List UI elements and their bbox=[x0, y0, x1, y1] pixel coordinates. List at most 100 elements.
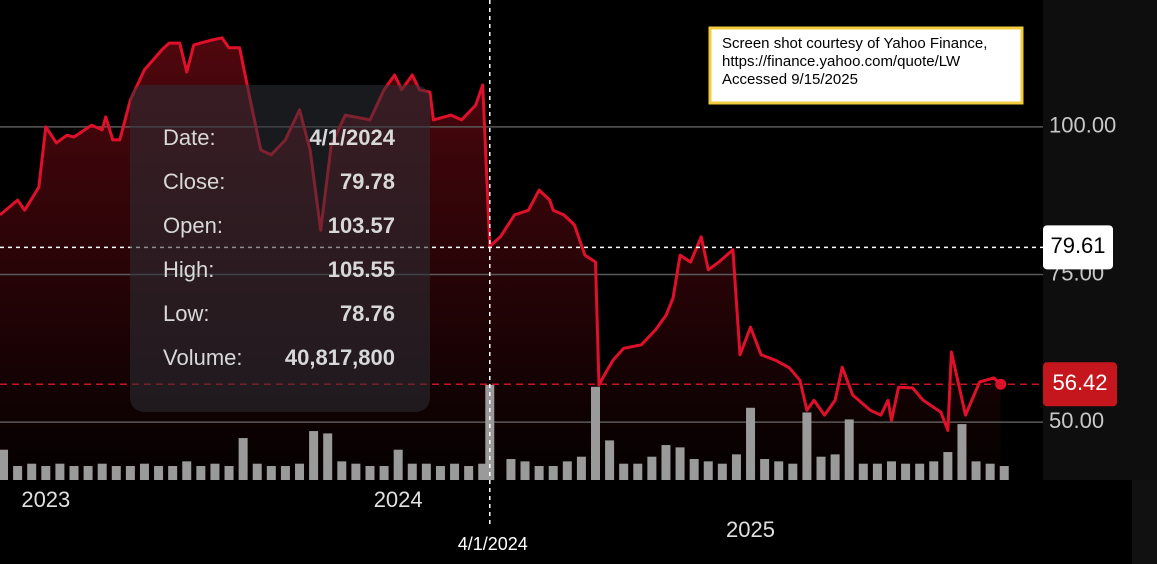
tooltip-value: 79.78 bbox=[340, 169, 395, 194]
x-tick-label: 2023 bbox=[21, 487, 70, 512]
tooltip-box bbox=[130, 85, 430, 412]
last-price-label: 56.42 bbox=[1052, 370, 1107, 395]
volume-bar bbox=[788, 463, 798, 480]
volume-bar bbox=[886, 461, 896, 480]
volume-bar bbox=[154, 466, 164, 480]
volume-bar bbox=[69, 466, 79, 480]
volume-bar bbox=[210, 463, 220, 480]
volume-bar bbox=[731, 454, 741, 480]
volume-bar bbox=[590, 386, 600, 480]
volume-bar bbox=[717, 463, 727, 480]
volume-bar bbox=[478, 463, 488, 480]
volume-bar bbox=[872, 463, 882, 480]
volume-bar bbox=[774, 461, 784, 480]
x-tick-label: 2025 bbox=[726, 517, 775, 542]
volume-bar bbox=[562, 461, 572, 480]
volume-bar bbox=[0, 449, 9, 480]
volume-bar bbox=[139, 463, 149, 480]
volume-bar bbox=[858, 463, 868, 480]
attribution-box bbox=[708, 26, 1024, 105]
volume-bar bbox=[760, 459, 770, 480]
volume-bar bbox=[295, 463, 305, 480]
volume-bar bbox=[703, 461, 713, 480]
volume-bar bbox=[379, 466, 389, 480]
tooltip-value: 105.55 bbox=[328, 257, 395, 282]
attribution-text: Accessed 9/15/2025 bbox=[722, 71, 858, 88]
volume-bar bbox=[393, 449, 403, 480]
volume-bar bbox=[506, 459, 516, 480]
volume-bar bbox=[27, 463, 37, 480]
volume-bar bbox=[929, 461, 939, 480]
volume-bar bbox=[351, 463, 361, 480]
crosshair-date-label: 4/1/2024 bbox=[458, 534, 528, 554]
volume-bar bbox=[41, 466, 51, 480]
volume-bar bbox=[435, 466, 445, 480]
volume-bar bbox=[520, 461, 530, 480]
volume-bar bbox=[647, 456, 657, 480]
volume-bar bbox=[168, 466, 178, 480]
volume-bar bbox=[661, 445, 671, 480]
y-tick-label: 100.00 bbox=[1049, 113, 1116, 138]
tooltip-label: Open: bbox=[163, 213, 223, 238]
volume-bar bbox=[619, 463, 629, 480]
tooltip-value: 40,817,800 bbox=[285, 345, 395, 370]
tooltip-value: 103.57 bbox=[328, 213, 395, 238]
volume-bar bbox=[675, 447, 685, 480]
attribution-text: Screen shot courtesy of Yahoo Finance, bbox=[722, 35, 987, 52]
tooltip-label: Volume: bbox=[163, 345, 243, 370]
volume-bar bbox=[280, 466, 290, 480]
volume-bar bbox=[83, 466, 93, 480]
tooltip-label: Low: bbox=[163, 301, 209, 326]
volume-bar bbox=[985, 463, 995, 480]
volume-bar bbox=[365, 466, 375, 480]
volume-bar bbox=[816, 456, 826, 480]
volume-bar bbox=[943, 452, 953, 480]
volume-bar bbox=[901, 463, 911, 480]
volume-bar bbox=[605, 440, 615, 480]
volume-bar bbox=[689, 459, 699, 480]
volume-bar bbox=[125, 466, 135, 480]
corner-panel bbox=[1132, 480, 1157, 564]
volume-bar bbox=[534, 466, 544, 480]
crosshair-price-box bbox=[1043, 225, 1113, 270]
volume-bar bbox=[111, 466, 121, 480]
tooltip-label: Close: bbox=[163, 169, 225, 194]
volume-bar bbox=[196, 466, 206, 480]
tooltip-label: High: bbox=[163, 257, 214, 282]
volume-bar bbox=[464, 466, 474, 480]
volume-bar bbox=[971, 461, 981, 480]
volume-bar bbox=[450, 463, 460, 480]
y-tick-label: 50.00 bbox=[1049, 408, 1104, 433]
volume-bar bbox=[266, 466, 276, 480]
volume-bar bbox=[915, 463, 925, 480]
volume-bar bbox=[182, 461, 192, 480]
volume-bar bbox=[576, 456, 586, 480]
volume-bar bbox=[421, 463, 431, 480]
last-price-box bbox=[1043, 362, 1117, 407]
volume-bar bbox=[13, 466, 23, 480]
volume-bar bbox=[633, 463, 643, 480]
tooltip-value: 78.76 bbox=[340, 301, 395, 326]
x-tick-label: 2024 bbox=[374, 487, 423, 512]
volume-bar bbox=[548, 466, 558, 480]
crosshair-price-label: 79.61 bbox=[1050, 233, 1105, 258]
volume-bar bbox=[746, 407, 756, 480]
tooltip-label: Date: bbox=[163, 125, 216, 150]
volume-bar bbox=[238, 438, 248, 480]
volume-bar bbox=[323, 433, 333, 480]
volume-bar bbox=[957, 424, 967, 480]
attribution-text: https://finance.yahoo.com/quote/LW bbox=[722, 53, 961, 70]
volume-bar bbox=[999, 466, 1009, 480]
volume-bar bbox=[830, 454, 840, 480]
volume-bar bbox=[309, 431, 319, 480]
tooltip-value: 4/1/2024 bbox=[309, 125, 395, 150]
volume-bar bbox=[55, 463, 65, 480]
volume-bar bbox=[407, 463, 417, 480]
volume-bar bbox=[337, 461, 347, 480]
volume-bar bbox=[97, 463, 107, 480]
volume-bar bbox=[802, 412, 812, 480]
volume-bar bbox=[224, 466, 234, 480]
price-line bbox=[0, 36, 1002, 432]
